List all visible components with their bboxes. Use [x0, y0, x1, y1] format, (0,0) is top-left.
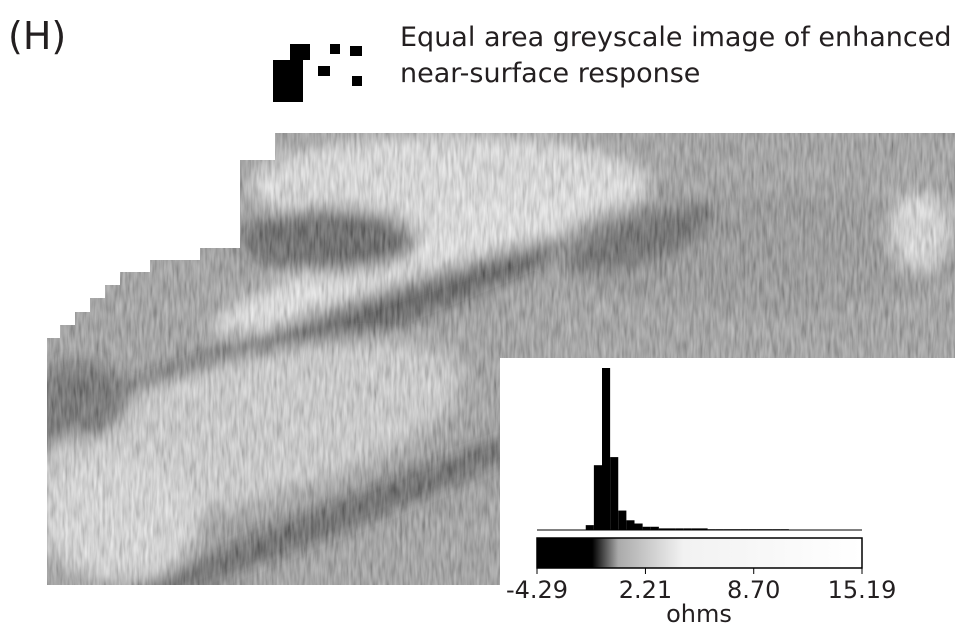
bar — [618, 511, 626, 530]
x-tick-label: 15.19 — [828, 576, 897, 604]
bar — [594, 465, 602, 530]
x-tick-label: 2.21 — [619, 576, 672, 604]
x-axis-label: ohms — [666, 600, 732, 628]
thumbnail — [273, 42, 363, 102]
panel-label: (H) — [8, 14, 66, 58]
x-tick-label: -4.29 — [506, 576, 568, 604]
bar — [602, 368, 610, 530]
bar — [586, 525, 594, 530]
bar — [635, 524, 643, 530]
colorbar — [537, 538, 862, 568]
chart: ohms -4.29 2.21 8.70 15.19 — [0, 0, 977, 630]
x-tick-label: 8.70 — [727, 576, 780, 604]
figure: ohms -4.29 2.21 8.70 15.19 (H) Equal area g… — [0, 0, 977, 630]
chart-title: Equal area greyscale image of enhanced n… — [400, 20, 960, 92]
bar — [610, 457, 618, 530]
bar — [626, 520, 634, 530]
